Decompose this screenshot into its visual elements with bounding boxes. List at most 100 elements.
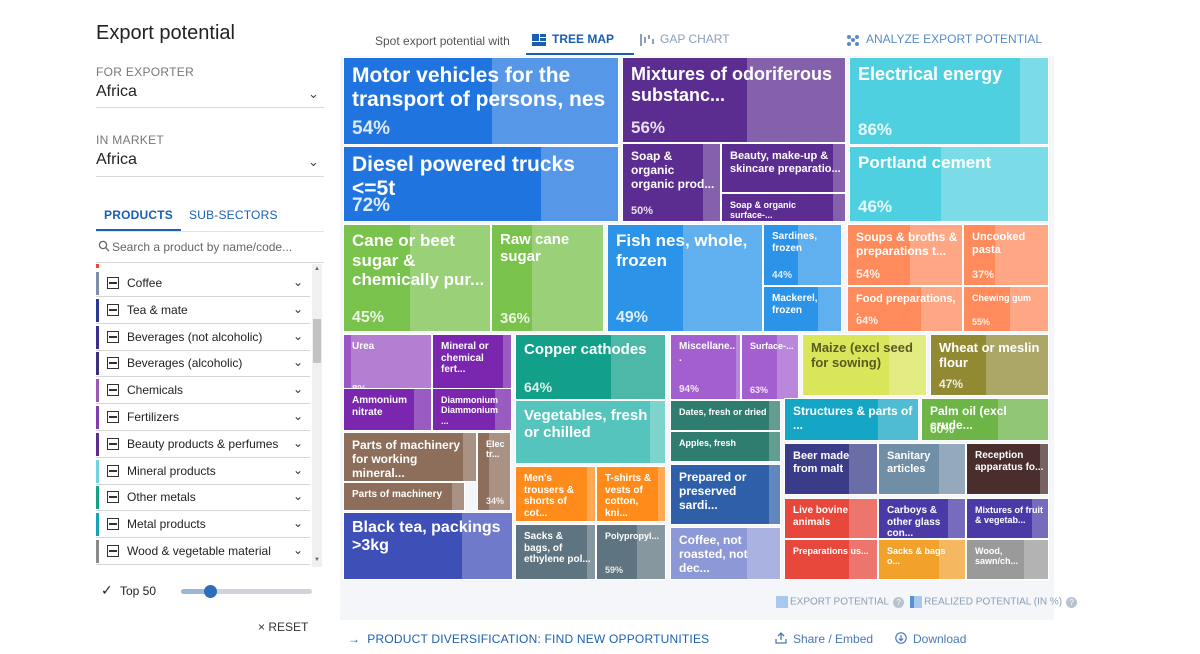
treemap-tile[interactable]: Wood, sawn/ch... [966, 539, 1049, 580]
chevron-down-icon[interactable]: ⌄ [293, 489, 304, 504]
product-list-item[interactable]: Tea & mate ⌄ [96, 297, 310, 324]
collapse-checkbox-icon[interactable] [107, 464, 119, 477]
chevron-down-icon[interactable]: ⌄ [308, 154, 319, 169]
reset-button[interactable]: × RESET [258, 620, 309, 634]
collapse-checkbox-icon[interactable] [107, 303, 119, 316]
treemap-tile[interactable]: Copper cathodes 64% [515, 334, 666, 400]
tab-subsectors[interactable]: SUB-SECTORS [189, 208, 278, 222]
download-button[interactable]: Download [895, 632, 966, 646]
treemap-tile[interactable]: Mackerel, frozen [763, 286, 842, 332]
scroll-down-icon[interactable]: ▼ [314, 557, 320, 563]
treemap-tile[interactable]: Vegetables, fresh or chilled [515, 400, 666, 464]
product-list-item[interactable]: Beauty products & perfumes ⌄ [96, 431, 310, 458]
treemap-tile[interactable]: Diesel powered trucks <=5t 72% [343, 146, 619, 222]
treemap-tile[interactable]: Electrical energy 86% [849, 57, 1049, 145]
treemap-tile[interactable]: Miscellane... 94% [670, 334, 741, 400]
chevron-down-icon[interactable]: ⌄ [293, 301, 304, 316]
chevron-down-icon[interactable]: ⌄ [293, 409, 304, 423]
help-icon[interactable]: ? [1066, 596, 1078, 608]
market-select[interactable]: Africa [96, 151, 137, 168]
treemap-tile[interactable]: Parts of machinery [343, 482, 465, 511]
product-list-item[interactable]: Chemicals ⌄ [96, 377, 310, 405]
product-list-item[interactable]: Mineral products ⌄ [96, 458, 310, 485]
treemap-tile[interactable]: Sacks & bags o... [878, 539, 966, 580]
treemap-tile[interactable]: Soap & organic organic prod... 50% [622, 143, 721, 222]
treemap-tile[interactable]: Raw cane sugar 36% [491, 224, 604, 332]
treemap-tile[interactable]: Portland cement 46% [849, 146, 1049, 222]
treemap-tile[interactable]: Structures & parts of ... [784, 398, 919, 441]
treemap-tile[interactable]: Palm oil (excl crude... 60% [921, 398, 1049, 441]
product-list-item[interactable]: Wood & vegetable material ⌄ [96, 538, 310, 565]
collapse-checkbox-icon[interactable] [107, 330, 119, 343]
treemap-tile[interactable]: Food preparations, . 64% [847, 286, 963, 332]
treemap-tile[interactable]: Preparations us... [784, 539, 878, 580]
collapse-checkbox-icon[interactable] [107, 384, 119, 397]
treemap-tile[interactable]: Chewing gum 55% [963, 286, 1049, 332]
help-icon[interactable]: ? [893, 596, 905, 608]
chevron-down-icon[interactable]: ⌄ [293, 382, 304, 397]
treemap-tile[interactable]: Black tea, packings >3kg [343, 512, 513, 580]
analyze-export-potential-link[interactable]: ANALYZE EXPORT POTENTIAL [846, 32, 1042, 46]
treemap-tile[interactable]: Soups & broths & preparations t... 54% [847, 224, 963, 286]
treemap-tile[interactable]: Motor vehicles for the transport of pers… [343, 57, 619, 145]
scrollbar[interactable]: ▲ ▼ [312, 264, 322, 567]
collapse-checkbox-icon[interactable] [107, 545, 119, 557]
collapse-checkbox-icon[interactable] [107, 357, 119, 370]
chevron-down-icon[interactable]: ⌄ [293, 516, 304, 531]
product-diversification-link[interactable]: → PRODUCT DIVERSIFICATION: FIND NEW OPPO… [348, 632, 709, 646]
collapse-checkbox-icon[interactable] [107, 437, 119, 450]
scroll-thumb[interactable] [313, 319, 321, 363]
tab-tree-map[interactable]: TREE MAP [532, 32, 614, 46]
treemap-tile[interactable]: Ammonium nitrate [343, 388, 432, 431]
treemap-tile[interactable]: Maize (excl seed for sowing) [802, 334, 927, 396]
treemap-tile[interactable]: T-shirts & vests of cotton, kni... [596, 466, 666, 522]
treemap-tile[interactable]: Coffee, not roasted, not dec... [670, 527, 781, 580]
treemap-tile[interactable]: Mixtures of fruit & vegetab... [966, 498, 1049, 539]
treemap-tile[interactable]: Beer made from malt [784, 443, 878, 495]
product-list-item[interactable]: Fertilizers ⌄ [96, 404, 310, 431]
treemap-tile[interactable]: Polypropyl... 59% [596, 524, 666, 580]
tab-gap-chart[interactable]: GAP CHART [640, 32, 730, 46]
collapse-checkbox-icon[interactable] [107, 518, 119, 531]
treemap-tile[interactable]: Men's trousers & shorts of cot... [515, 466, 596, 522]
treemap-tile[interactable]: Carboys & other glass con... [878, 498, 966, 539]
treemap-tile[interactable]: Beauty, make-up & skincare preparatio... [721, 143, 846, 193]
product-list-item[interactable]: Other metals ⌄ [96, 484, 310, 512]
share-embed-button[interactable]: Share / Embed [775, 632, 873, 646]
treemap-tile[interactable]: Fish nes, whole, frozen 49% [607, 224, 763, 332]
product-list-item[interactable]: Beverages (not alcoholic) ⌄ [96, 324, 310, 351]
treemap-tile[interactable]: Live bovine animals [784, 498, 878, 539]
collapse-checkbox-icon[interactable] [107, 411, 119, 423]
chevron-down-icon[interactable]: ⌄ [293, 435, 304, 450]
product-list-item[interactable]: Coffee ⌄ [96, 270, 310, 297]
treemap-tile[interactable]: Soap & organic surface-... [721, 193, 846, 222]
collapse-checkbox-icon[interactable] [107, 491, 119, 504]
top-slider-thumb[interactable] [203, 585, 217, 598]
exporter-select[interactable]: Africa [96, 83, 137, 100]
treemap-tile[interactable]: Surface-... 63% [741, 334, 799, 400]
chevron-down-icon[interactable]: ⌄ [293, 355, 304, 370]
collapse-checkbox-icon[interactable] [107, 277, 119, 289]
product-list-item[interactable]: Beverages (alcoholic) ⌄ [96, 350, 310, 378]
search-input[interactable] [112, 238, 322, 256]
treemap-tile[interactable]: Wheat or meslin flour 47% [930, 334, 1049, 396]
treemap-tile[interactable]: Sanitary articles [878, 443, 966, 495]
treemap-tile[interactable]: Dates, fresh or dried [670, 400, 781, 431]
treemap-tile[interactable]: Cane or beet sugar & chemically pur... 45… [343, 224, 491, 332]
top-slider[interactable] [181, 589, 312, 594]
treemap-tile[interactable]: Apples, fresh [670, 431, 781, 462]
treemap-tile[interactable]: Diammonium Diammonium ... [432, 388, 512, 431]
chevron-down-icon[interactable]: ⌄ [308, 86, 319, 101]
treemap-tile[interactable]: Parts of machinery for working mineral..… [343, 432, 477, 482]
chevron-down-icon[interactable]: ⌄ [293, 275, 304, 289]
check-icon[interactable]: ✓ [101, 582, 113, 598]
scroll-up-icon[interactable]: ▲ [314, 266, 320, 272]
treemap-tile[interactable]: Sardines, frozen 44% [763, 224, 842, 286]
treemap-tile[interactable]: Uncooked pasta 37% [963, 224, 1049, 286]
product-list-item[interactable]: Metal products ⌄ [96, 511, 310, 539]
chevron-down-icon[interactable]: ⌄ [293, 462, 304, 477]
tab-products[interactable]: PRODUCTS [104, 208, 173, 222]
chevron-down-icon[interactable]: ⌄ [293, 543, 304, 557]
treemap-tile[interactable]: Sacks & bags, of ethylene pol... [515, 524, 596, 580]
treemap-tile[interactable]: Electr... 34% [477, 432, 511, 511]
